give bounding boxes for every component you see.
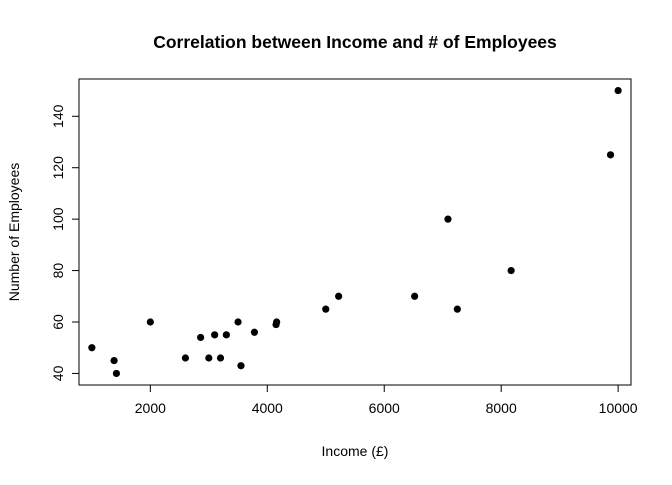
- data-point: [411, 292, 419, 300]
- y-tick-label: 120: [50, 156, 66, 180]
- data-points: [88, 86, 622, 378]
- data-point: [250, 328, 259, 336]
- x-axis: 2000 4000 6000 8000 10000: [135, 384, 638, 416]
- data-point: [234, 318, 242, 326]
- data-point: [335, 292, 343, 300]
- x-tick-label: 8000: [486, 400, 517, 416]
- chart-title: Correlation between Income and # of Empl…: [153, 32, 557, 52]
- data-point: [88, 344, 96, 352]
- data-point: [205, 354, 213, 362]
- data-point: [112, 369, 121, 378]
- y-tick-label: 40: [50, 365, 66, 381]
- data-point: [110, 356, 118, 365]
- data-point: [146, 318, 154, 326]
- data-point: [453, 305, 461, 313]
- data-point: [507, 266, 515, 275]
- y-tick-label: 140: [50, 104, 66, 128]
- data-point: [614, 86, 622, 95]
- y-tick-label: 100: [50, 207, 66, 231]
- y-tick-label: 60: [50, 314, 66, 330]
- data-point: [444, 215, 452, 223]
- data-point: [222, 331, 230, 339]
- x-tick-label: 10000: [599, 400, 638, 416]
- x-tick-label: 4000: [252, 400, 283, 416]
- data-point: [216, 354, 225, 362]
- data-point: [237, 362, 245, 370]
- x-tick-label: 2000: [135, 400, 166, 416]
- data-point: [606, 151, 615, 159]
- y-axis: 40 60 80 100 120 140: [50, 104, 80, 381]
- x-axis-label: Income (£): [322, 443, 389, 459]
- data-point: [181, 354, 190, 362]
- plot-frame: [78, 78, 632, 386]
- data-point: [211, 331, 219, 339]
- data-point: [273, 318, 281, 326]
- data-point: [197, 333, 205, 342]
- y-axis-label: Number of Employees: [6, 163, 22, 302]
- x-tick-label: 6000: [369, 400, 400, 416]
- y-tick-label: 80: [50, 263, 66, 279]
- data-point: [322, 305, 330, 313]
